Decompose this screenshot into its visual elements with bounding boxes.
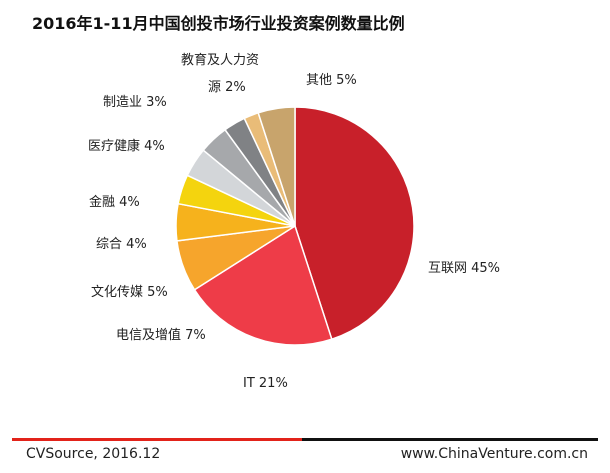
slice-label: 互联网 45% <box>428 261 500 276</box>
footer-rule-red <box>12 438 302 441</box>
slice-label: 文化传媒 5% <box>91 285 168 300</box>
slice-label: IT 21% <box>243 376 288 391</box>
chart-title: 2016年1-11月中国创投市场行业投资案例数量比例 <box>32 14 405 33</box>
slice-label: 教育及人力资源 2% <box>181 52 259 95</box>
pie-slice <box>193 224 333 346</box>
slice-label: 医疗健康 4% <box>88 138 165 154</box>
site-url: www.ChinaVenture.com.cn <box>400 446 588 462</box>
slice-label: 电信及增值 7% <box>116 327 206 343</box>
slice-label: 其他 5% <box>306 73 357 88</box>
slice-label: 制造业 3% <box>103 95 167 110</box>
slice-label: 金融 4% <box>89 194 140 210</box>
pie-slice <box>257 106 296 227</box>
footer-rule-black <box>302 438 598 441</box>
source-label: CVSource, 2016.12 <box>26 446 161 462</box>
pie-slice <box>294 106 415 341</box>
slice-label: 综合 4% <box>96 237 147 252</box>
